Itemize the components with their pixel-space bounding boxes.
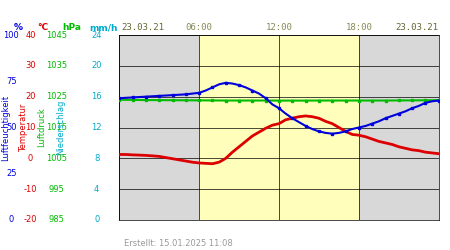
Text: 8: 8: [94, 154, 99, 163]
Text: 24: 24: [91, 30, 102, 40]
Text: 1005: 1005: [46, 154, 67, 163]
Text: 10: 10: [25, 123, 36, 132]
Text: 1025: 1025: [46, 92, 67, 101]
Text: Erstellt: 15.01.2025 11:08: Erstellt: 15.01.2025 11:08: [124, 238, 233, 248]
Text: mm/h: mm/h: [89, 24, 118, 32]
Text: -20: -20: [24, 216, 37, 224]
Text: Luftfeuchtigkeit: Luftfeuchtigkeit: [1, 94, 10, 160]
Text: 18:00: 18:00: [346, 24, 372, 32]
Text: 100: 100: [4, 30, 19, 40]
Text: 1015: 1015: [46, 123, 67, 132]
Text: 23.03.21: 23.03.21: [396, 24, 439, 32]
Text: Niederschlag: Niederschlag: [56, 100, 65, 155]
Text: 4: 4: [94, 185, 99, 194]
Bar: [199, 35, 359, 220]
Text: 12:00: 12:00: [266, 24, 292, 32]
Text: %: %: [14, 24, 22, 32]
Text: -10: -10: [24, 185, 37, 194]
Text: 12: 12: [91, 123, 102, 132]
Text: 25: 25: [6, 169, 17, 178]
Text: Luftdruck: Luftdruck: [37, 108, 46, 147]
Text: hPa: hPa: [63, 24, 81, 32]
Text: 16: 16: [91, 92, 102, 101]
Text: Temperatur: Temperatur: [19, 103, 28, 152]
Text: 995: 995: [49, 185, 64, 194]
Text: 985: 985: [48, 216, 64, 224]
Text: 30: 30: [25, 61, 36, 70]
Text: 50: 50: [6, 123, 17, 132]
Text: 0: 0: [94, 216, 99, 224]
Text: 20: 20: [91, 61, 102, 70]
Text: 1035: 1035: [46, 61, 67, 70]
Text: 1045: 1045: [46, 30, 67, 40]
Text: 23.03.21: 23.03.21: [122, 24, 165, 32]
Text: 0: 0: [9, 216, 14, 224]
Text: 0: 0: [28, 154, 33, 163]
Text: 40: 40: [25, 30, 36, 40]
Text: 20: 20: [25, 92, 36, 101]
Text: °C: °C: [37, 24, 48, 32]
Text: 06:00: 06:00: [186, 24, 212, 32]
Text: 75: 75: [6, 77, 17, 86]
